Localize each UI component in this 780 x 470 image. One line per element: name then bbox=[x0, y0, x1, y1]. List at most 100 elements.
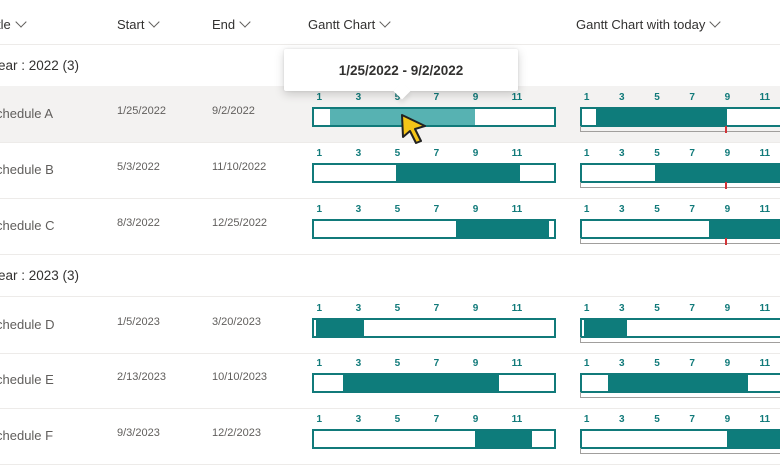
column-header-start[interactable]: Start bbox=[117, 16, 161, 32]
axis-tick-label: 9 bbox=[472, 92, 479, 103]
gantt-bar-frame[interactable] bbox=[312, 318, 556, 338]
axis-tick-label: 11 bbox=[759, 414, 771, 425]
gantt-axis: 1 3 5 7 9 11 bbox=[312, 358, 556, 370]
gantt-today-bar-fill[interactable] bbox=[709, 221, 780, 237]
gantt-bar-fill[interactable] bbox=[342, 375, 499, 391]
axis-tick-label: 1 bbox=[316, 92, 323, 103]
axis-tick-label: 9 bbox=[472, 358, 479, 369]
gantt-today-bar-fill[interactable] bbox=[655, 165, 780, 181]
axis-tick-label: 9 bbox=[472, 148, 479, 159]
axis-tick-label: 3 bbox=[355, 303, 362, 314]
gantt-tooltip-text: 1/25/2022 - 9/2/2022 bbox=[338, 62, 464, 78]
gantt-today-bar-frame[interactable] bbox=[580, 219, 780, 239]
axis-tick-label: 11 bbox=[759, 358, 771, 369]
gantt-bar-fill[interactable] bbox=[316, 320, 365, 336]
row-start-date: 9/3/2023 bbox=[117, 427, 160, 439]
chevron-down-icon bbox=[379, 16, 391, 28]
column-header-title[interactable]: tle bbox=[0, 16, 27, 32]
gantt-today-bar-fill[interactable] bbox=[596, 109, 727, 125]
axis-tick-label: 3 bbox=[355, 92, 362, 103]
gantt-today-bar-frame[interactable] bbox=[580, 373, 780, 393]
column-header-gantt-today[interactable]: Gantt Chart with today bbox=[576, 16, 722, 32]
row-title[interactable]: chedule F bbox=[0, 428, 54, 443]
row-start-date: 8/3/2022 bbox=[117, 217, 160, 229]
column-header-title-label: tle bbox=[0, 17, 11, 32]
axis-tick-label: 5 bbox=[654, 92, 660, 103]
gantt-bar-fill[interactable] bbox=[474, 431, 533, 447]
column-header-gantt[interactable]: Gantt Chart bbox=[308, 16, 391, 32]
axis-tick-label: 1 bbox=[316, 204, 323, 215]
axis-tick-label: 9 bbox=[472, 303, 479, 314]
group-header-label[interactable]: ear : 2023 (3) bbox=[0, 268, 80, 283]
table-row[interactable]: chedule B 5/3/2022 11/10/2022 1 3 5 7 9 11 1 3 5 7 9 1… bbox=[0, 142, 780, 199]
column-header-end-label: End bbox=[212, 17, 236, 32]
gantt-today-bar-fill[interactable] bbox=[584, 320, 628, 336]
axis-tick-label: 1 bbox=[316, 414, 323, 425]
gantt-bar-fill[interactable] bbox=[395, 165, 521, 181]
gantt-axis: 1 3 5 7 9 11 bbox=[312, 204, 556, 216]
gantt-tooltip: 1/25/2022 - 9/2/2022 bbox=[284, 49, 518, 91]
axis-tick-label: 1 bbox=[583, 414, 590, 425]
table-row[interactable]: chedule A 1/25/2022 9/2/2022 1 3 5 7 9 11 1 3 5 7 9 11 bbox=[0, 86, 780, 143]
gantt-today-bar-fill[interactable] bbox=[607, 375, 749, 391]
axis-tick-label: 9 bbox=[724, 92, 731, 103]
gantt-axis: 1 3 5 7 9 11 bbox=[580, 204, 780, 216]
axis-tick-label: 5 bbox=[654, 148, 660, 159]
row-end-date: 9/2/2022 bbox=[212, 105, 255, 117]
row-title[interactable]: chedule E bbox=[0, 372, 54, 387]
axis-tick-label: 1 bbox=[583, 204, 590, 215]
row-title[interactable]: chedule A bbox=[0, 106, 54, 121]
gantt-today-bar-frame[interactable] bbox=[580, 107, 780, 127]
mouse-cursor-icon bbox=[401, 114, 426, 144]
axis-tick-label: 3 bbox=[355, 414, 362, 425]
gantt-bar-frame[interactable] bbox=[312, 373, 556, 393]
row-start-date: 1/25/2022 bbox=[117, 105, 166, 117]
axis-tick-label: 5 bbox=[394, 414, 401, 425]
gantt-bar-frame[interactable] bbox=[312, 219, 556, 239]
chevron-down-icon bbox=[148, 16, 161, 28]
axis-tick-label: 1 bbox=[583, 358, 590, 369]
axis-tick-label: 3 bbox=[355, 358, 362, 369]
axis-tick-label: 1 bbox=[316, 148, 323, 159]
gantt-today-bar-frame[interactable] bbox=[580, 318, 780, 338]
axis-tick-label: 7 bbox=[433, 92, 440, 103]
table-row[interactable]: chedule E 2/13/2023 10/10/2023 1 3 5 7 9 11 1 3 5 7 9… bbox=[0, 352, 780, 409]
gantt-bar-frame[interactable] bbox=[312, 107, 556, 127]
group-2: ear : 2023 (3) chedule D 1/5/2023 3/20/2023… bbox=[0, 258, 780, 465]
axis-tick-label: 9 bbox=[472, 414, 479, 425]
axis-tick-label: 9 bbox=[472, 204, 479, 215]
column-header-end[interactable]: End bbox=[212, 16, 251, 32]
table-row[interactable]: chedule F 9/3/2023 12/2/2023 1 3 5 7 9 11 1 3 5 7 9 11 bbox=[0, 408, 780, 465]
gantt-bar-fill[interactable] bbox=[455, 221, 550, 237]
gantt-today-bar-fill[interactable] bbox=[726, 431, 780, 447]
axis-tick-label: 5 bbox=[654, 303, 660, 314]
axis-tick-label: 9 bbox=[724, 414, 731, 425]
axis-tick-label: 7 bbox=[689, 303, 695, 314]
row-title[interactable]: chedule C bbox=[0, 218, 55, 233]
gantt-axis: 1 3 5 7 9 11 bbox=[312, 303, 556, 315]
row-start-date: 1/5/2023 bbox=[117, 316, 160, 328]
gantt-bar-frame[interactable] bbox=[312, 429, 556, 449]
row-title[interactable]: chedule D bbox=[0, 317, 55, 332]
group-header-label[interactable]: ear : 2022 (3) bbox=[0, 58, 80, 73]
table-row[interactable]: chedule C 8/3/2022 12/25/2022 1 3 5 7 9 11 1 3 5 7 9 1… bbox=[0, 198, 780, 255]
axis-tick-label: 11 bbox=[511, 204, 523, 215]
axis-tick-label: 7 bbox=[433, 414, 440, 425]
gantt-bar-frame[interactable] bbox=[312, 163, 556, 183]
row-start-date: 5/3/2022 bbox=[117, 161, 160, 173]
gantt-axis: 1 3 5 7 9 11 bbox=[580, 148, 780, 160]
row-title[interactable]: chedule B bbox=[0, 162, 54, 177]
gantt-today-bar-frame[interactable] bbox=[580, 429, 780, 449]
gantt-today-baseline bbox=[580, 337, 780, 343]
gantt-today-bar-frame[interactable] bbox=[580, 163, 780, 183]
chevron-down-icon bbox=[239, 16, 251, 28]
axis-tick-label: 9 bbox=[724, 148, 731, 159]
column-header-gantt-today-label: Gantt Chart with today bbox=[576, 17, 706, 32]
gantt-axis: 1 3 5 7 9 11 bbox=[312, 148, 556, 160]
table-row[interactable]: chedule D 1/5/2023 3/20/2023 1 3 5 7 9 11 1 3 5 7 9 11 bbox=[0, 296, 780, 354]
axis-tick-label: 7 bbox=[689, 414, 695, 425]
axis-tick-label: 1 bbox=[316, 303, 323, 314]
gantt-axis: 1 3 5 7 9 11 bbox=[312, 92, 556, 104]
axis-tick-label: 7 bbox=[433, 204, 440, 215]
axis-tick-label: 3 bbox=[619, 414, 625, 425]
